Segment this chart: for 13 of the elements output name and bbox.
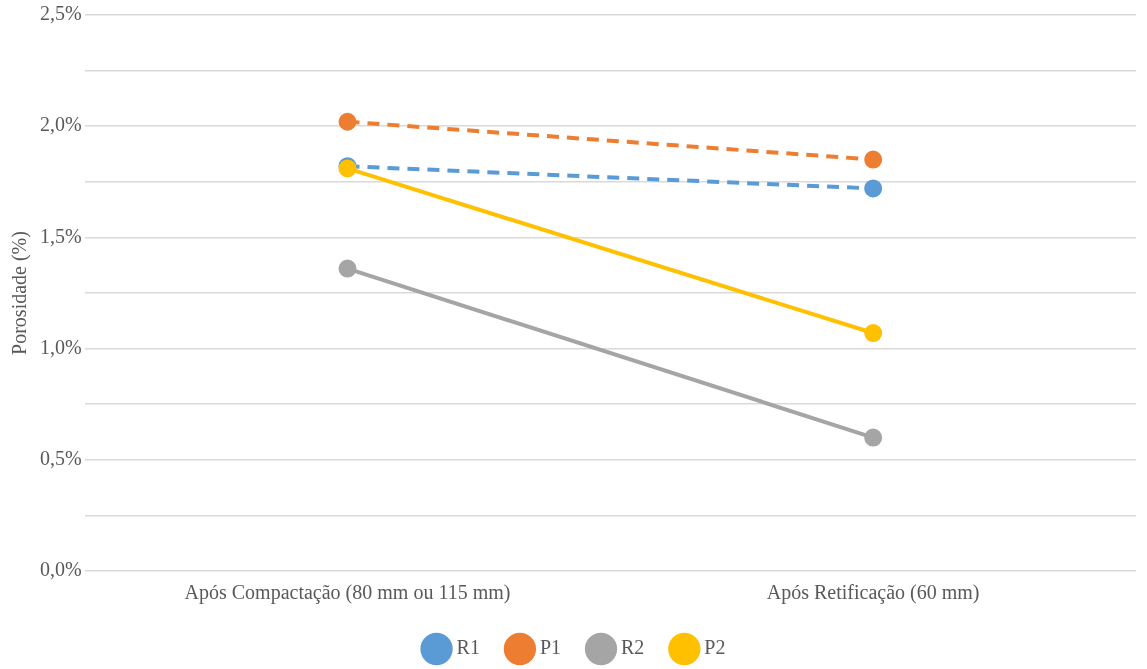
y-tick-label: 0,5% (39, 447, 82, 470)
y-tick-label: 2,0% (39, 113, 82, 136)
legend-label: P1 (539, 636, 561, 659)
y-tick-label: 1,0% (39, 335, 82, 358)
y-tick-label: 2,5% (39, 2, 82, 25)
x-tick-label: Após Retificação (60 mm) (766, 581, 980, 605)
x-tick-label: Após Compactação (80 mm ou 115 mm) (184, 581, 511, 605)
legend-label: P2 (704, 636, 726, 659)
y-tick-label: 1,5% (39, 224, 82, 247)
y-axis-title: Porosidade (%) (8, 231, 32, 355)
legend-label: R1 (456, 636, 480, 659)
y-tick-label: 0,0% (39, 558, 82, 581)
legend-label: R2 (621, 636, 645, 659)
